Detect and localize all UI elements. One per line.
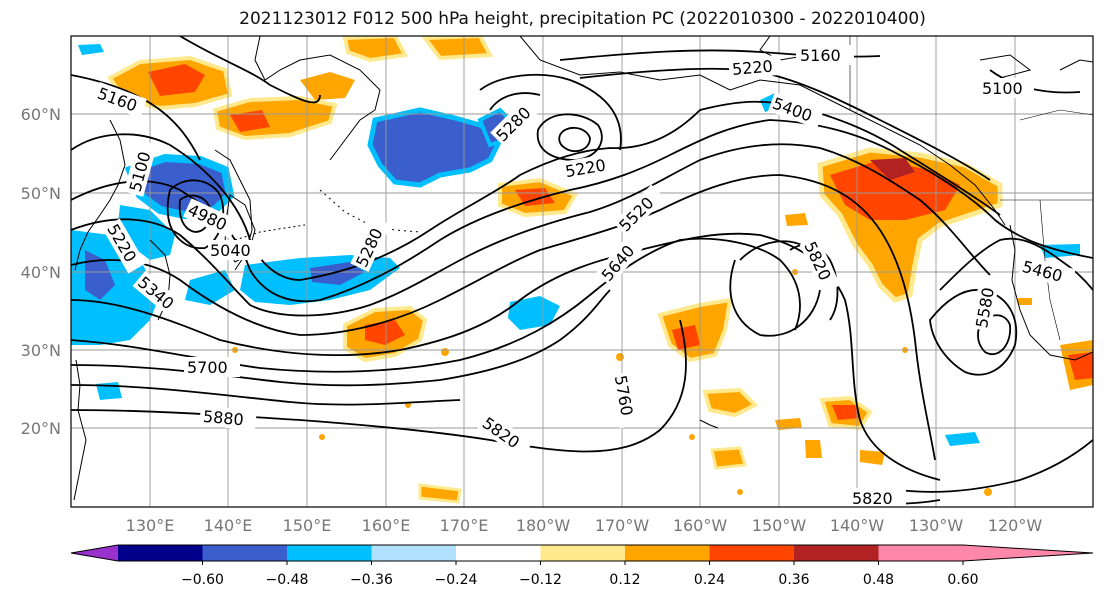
map-title: 2021123012 F012 500 hPa height, precipit…: [239, 9, 926, 29]
colorbar-bin: [118, 545, 203, 561]
colorbar-bin: [456, 545, 541, 561]
colorbar-tick-label: 0.12: [609, 572, 640, 588]
colorbar-tick-label: 0.60: [947, 572, 978, 588]
map-frame: [70, 35, 1094, 508]
colorbar-bin: [287, 545, 372, 561]
lon-label: 130°E: [126, 516, 175, 535]
lon-label: 150°E: [283, 516, 332, 535]
colorbar-tick-label: −0.60: [181, 572, 224, 588]
colorbar-bin: [540, 545, 625, 561]
colorbar-bin: [71, 545, 118, 561]
colorbar-bin: [709, 545, 794, 561]
colorbar-tick-label: 0.36: [778, 572, 809, 588]
contour-label: 5100: [982, 79, 1023, 98]
lon-axis: 130°E 140°E 150°E 160°E 170°E 180°W 170°…: [126, 516, 1043, 535]
lon-label: 160°W: [673, 516, 728, 535]
colorbar-bin: [794, 545, 879, 561]
lon-label: 140°E: [204, 516, 253, 535]
colorbar-bin: [878, 545, 963, 561]
lat-label: 40°N: [21, 263, 61, 282]
lon-label: 140°W: [830, 516, 885, 535]
colorbar-tick-label: 0.24: [694, 572, 725, 588]
lat-label: 60°N: [21, 105, 61, 124]
colorbar-tick-label: 0.48: [863, 572, 894, 588]
colorbar-bin: [371, 545, 456, 561]
colorbar-bin: [963, 545, 1093, 561]
contour-label: 5220: [731, 56, 773, 78]
colorbar-outline: [70, 544, 1094, 562]
colorbar-tick-label: −0.48: [266, 572, 309, 588]
lat-label: 20°N: [21, 419, 61, 438]
lon-label: 130°W: [909, 516, 964, 535]
lat-label: 50°N: [21, 184, 61, 203]
lon-label: 170°E: [440, 516, 489, 535]
lon-label: 120°W: [988, 516, 1043, 535]
contour-label: 5820: [852, 489, 893, 508]
contour-label: 5040: [210, 241, 251, 260]
graticule: [71, 36, 1093, 507]
lon-label: 180°W: [516, 516, 571, 535]
colorbar-bin: [625, 545, 710, 561]
lon-label: 170°W: [595, 516, 650, 535]
contour-label: 5160: [800, 46, 841, 65]
lat-axis: 60°N 50°N 40°N 30°N 20°N: [21, 105, 61, 438]
lat-label: 30°N: [21, 341, 61, 360]
contour-label: 5880: [202, 407, 244, 429]
colorbar-tick-label: −0.24: [435, 572, 478, 588]
colorbar-tick-label: −0.12: [519, 572, 562, 588]
lon-label: 160°E: [362, 516, 411, 535]
colorbar: −0.60 −0.48 −0.36 −0.24 −0.12 0.12 0.24 …: [70, 544, 1094, 588]
colorbar-tick-label: −0.36: [350, 572, 393, 588]
contour-label: 5700: [187, 358, 228, 377]
lon-label: 150°W: [752, 516, 807, 535]
colorbar-bin: [202, 545, 287, 561]
